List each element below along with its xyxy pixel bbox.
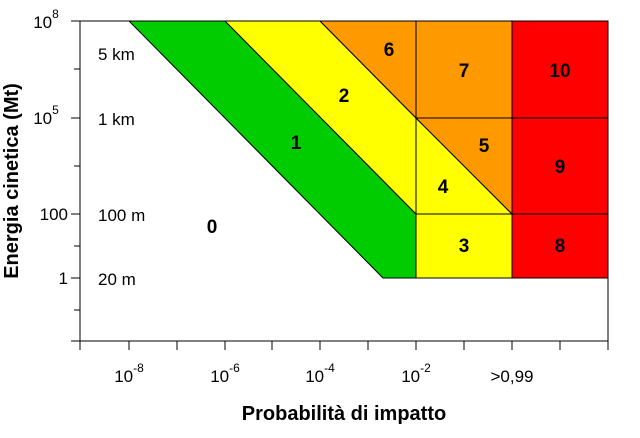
size-label-100m: 100 m [98, 206, 145, 225]
x-tick-label: 10-6 [210, 361, 240, 386]
y-axis-title: Energia cinetica (Mt) [1, 83, 23, 279]
x-tick-label: 10-4 [305, 361, 335, 386]
x-axis-title: Probabilità di impatto [242, 403, 446, 425]
x-tick-label: >0,99 [490, 367, 533, 386]
zone-3-area [415, 213, 513, 279]
x-tick-label: 10-2 [401, 361, 431, 386]
size-label-1km: 1 km [98, 110, 135, 129]
zone-label-1: 1 [291, 133, 302, 154]
zone-label-4: 4 [438, 177, 449, 198]
y-tick-label: 1 [59, 269, 68, 288]
zone-10-area [511, 20, 609, 119]
y-tick-label: 108 [33, 7, 59, 32]
zone-label-2: 2 [339, 86, 350, 107]
zone-label-3: 3 [459, 236, 470, 257]
zone-label-5: 5 [479, 136, 490, 157]
zone-label-7: 7 [459, 61, 470, 82]
zone-7-area [415, 20, 513, 119]
zone-label-6: 6 [384, 40, 395, 61]
plot-frame [79, 20, 609, 342]
y-tick-label: 100 [40, 205, 68, 224]
size-label-20m: 20 m [98, 270, 136, 289]
zone-label-9: 9 [555, 157, 566, 178]
x-tick-label: 10-8 [114, 361, 144, 386]
zone-8-area [511, 213, 609, 279]
zone-9-area [511, 117, 609, 215]
size-label-5km: 5 km [98, 45, 135, 64]
y-tick-label: 105 [33, 103, 59, 128]
zone-label-0: 0 [207, 217, 218, 238]
zone-label-10: 10 [549, 61, 570, 82]
zone-label-8: 8 [555, 236, 566, 257]
